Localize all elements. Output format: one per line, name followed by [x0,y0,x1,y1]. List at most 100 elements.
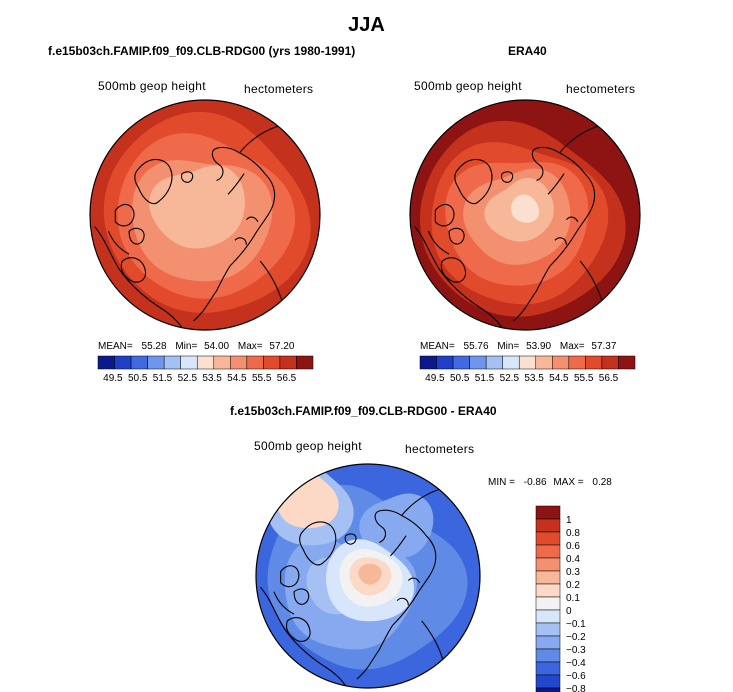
coastline-1 [273,565,310,615]
colorbar-swatch-9 [535,622,561,637]
page-title: JJA [348,14,385,36]
panel-1-map-field [90,100,320,330]
coastline-8 [344,533,357,545]
colorbar-swatch-5 [502,355,520,370]
colorbar-swatch-1 [114,355,132,370]
contour-band-3 [359,493,434,558]
panel-3-field-label: 500mb geop height [254,439,362,453]
colorbar-swatch-3 [535,544,561,559]
colorbar-swatch-11 [535,648,561,663]
coastline-3 [440,257,467,283]
colorbar-swatch-5 [180,355,198,370]
colorbar-swatch-3 [147,355,165,370]
panel-1-stats: MEAN= 55.28 Min= 54.00 Max= 57.20 [98,341,294,352]
colorbar-tick-label: 51.5 [475,373,495,384]
colorbar-swatch-2 [130,355,148,370]
coastline-1 [427,203,465,255]
coastline-10 [234,216,259,245]
colorbar-swatch-9 [568,355,586,370]
panel-1-title: f.e15b03ch.FAMIP.f09_f09.CLB-RDG00 (yrs … [48,44,356,58]
coastline-8 [500,171,514,183]
max-label: Max= [237,341,263,352]
contour-band-10 [358,563,382,585]
colorbar-tick-label: −0.4 [566,658,586,669]
colorbar-swatch-11 [601,355,619,370]
colorbar-swatch-4 [163,355,181,370]
panel-1-field-label: 500mb geop height [98,79,206,93]
contour-band-4 [149,165,245,249]
coastline-0 [299,521,337,566]
colorbar-tick-label: 52.5 [500,373,520,384]
colorbar-swatch-8 [230,355,248,370]
min-label: MIN = [488,477,515,488]
contour-band-6 [511,194,540,223]
coastline-4 [193,265,231,322]
colorbar-tick-label: 0.3 [566,567,580,578]
panel-3-stats: MIN = -0.86 MAX = 0.28 [488,477,612,488]
colorbar-swatch-0 [535,505,561,520]
coastline-10 [554,216,579,245]
min-value: 53.90 [526,341,552,352]
panel-2-title: ERA40 [508,44,547,58]
colorbar-swatch-1 [535,518,561,533]
colorbar-swatch-7 [535,596,561,611]
max-label: MAX = [553,477,584,488]
coastline-0 [134,158,173,205]
coastline-2 [260,586,347,687]
coastline-5 [392,535,437,626]
panel-1-map-border [89,99,321,331]
colorbar-tick-label: 53.5 [524,373,544,384]
colorbar-tick-label: 1 [566,515,572,526]
colorbar-swatch-10 [535,635,561,650]
coastline-9 [227,173,245,195]
colorbar-tick-label: 0.6 [566,541,580,552]
colorbar-tick-label: 55.5 [574,373,594,384]
max-value: 0.28 [592,477,612,488]
colorbar-tick-label: 56.5 [599,373,619,384]
colorbar-tick-label: 50.5 [128,373,148,384]
min-label: Min= [175,341,198,352]
colorbar-tick-label: 54.5 [549,373,569,384]
colorbar-swatch-7 [535,355,553,370]
colorbar-swatch-11 [279,355,297,370]
colorbar-swatch-8 [535,609,561,624]
coastline-10 [396,577,421,606]
colorbar-swatch-2 [452,355,470,370]
panel-3-title: f.e15b03ch.FAMIP.f09_f09.CLB-RDG00 - ERA… [230,404,497,418]
coastline-3 [120,257,147,283]
coastline-1 [107,203,145,255]
panel-2-map-border [409,99,641,331]
colorbar-swatch-9 [246,355,264,370]
panel-2-colorbar: 49.5 50.5 51.5 52.5 53.5 54.5 55.5 56.5 [419,355,636,384]
coastline-12 [273,110,314,119]
colorbar-swatch-0 [97,355,115,370]
max-label: Max= [559,341,585,352]
colorbar-swatch-4 [485,355,503,370]
mean-label: MEAN= [420,341,455,352]
panel-2-units: hectometers [566,82,636,96]
colorbar-tick-label: 51.5 [153,373,173,384]
panel-1-colorbar: 49.5 50.5 51.5 52.5 53.5 54.5 55.5 56.5 [97,355,314,384]
colorbar-tick-label: 50.5 [450,373,470,384]
colorbar-tick-label: 0.8 [566,528,580,539]
panel-3-map-field [256,464,480,688]
colorbar-tick-label: 55.5 [252,373,272,384]
colorbar-tick-label: 0 [566,606,572,617]
colorbar-tick-label: 0.2 [566,580,580,591]
colorbar-swatch-3 [469,355,487,370]
min-value: 54.00 [204,341,230,352]
panel-1-units: hectometers [244,82,314,96]
coastline-6 [531,146,586,182]
coastline-6 [374,509,427,543]
colorbar-tick-label: 56.5 [277,373,297,384]
min-label: Min= [497,341,520,352]
coastline-4 [356,624,394,680]
panel-3-units: hectometers [405,442,475,456]
coastline-12 [593,110,634,119]
coastline-8 [180,171,194,183]
colorbar-swatch-8 [552,355,570,370]
coastline-5 [549,173,596,266]
colorbar-swatch-2 [535,531,561,546]
panel-3-colorbar: 1 0.8 0.6 0.4 0.3 0.2 0.1 0 −0.1 −0.2 −0.3 −0.4 −0.6… [535,505,586,692]
